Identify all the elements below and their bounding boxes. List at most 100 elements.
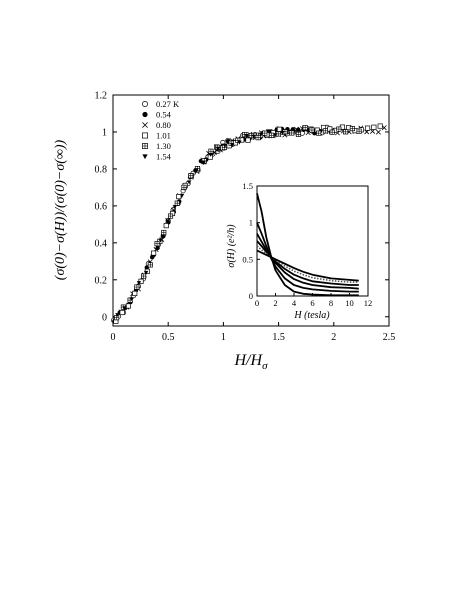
main-x-tick-label: 1.5 [272, 332, 285, 343]
inset-x-tick-label: 4 [292, 298, 297, 308]
marker-open-square [119, 309, 125, 316]
marker-filled-triangle-down [115, 313, 120, 318]
marker-filled-triangle-down [158, 238, 163, 243]
marker-crossed-square [228, 140, 234, 146]
inset-series-line [256, 249, 359, 282]
marker-open-square [377, 123, 383, 129]
marker-filled-triangle-down [273, 133, 278, 138]
marker-crossed-square [142, 143, 148, 149]
main-x-axis-label: H/Hσ [234, 352, 269, 372]
marker-filled-triangle-down [208, 152, 213, 157]
marker-crossed-square [356, 128, 362, 134]
marker-crossed-square [343, 129, 349, 135]
marker-open-square [163, 223, 169, 229]
marker-filled-triangle-down [222, 143, 228, 148]
main-y-tick-label: 0.6 [95, 201, 108, 212]
main-x-ticks: 0 0.5 1 1.5 2 2.5 [111, 95, 396, 343]
marker-open-square [132, 290, 138, 296]
marker-open-square [245, 137, 251, 143]
marker-crossed-square [302, 125, 308, 131]
marker-open-square [365, 125, 371, 131]
main-y-ticks: 0 0.2 0.4 0.6 0.8 1 1.2 [95, 91, 389, 323]
marker-filled-triangle-down [265, 129, 271, 134]
marker-cross [375, 129, 381, 135]
legend-label: 1.30 [156, 141, 171, 151]
inset-plot: 0 2 4 6 8 10 12 0 0.5 1 1.5 σ(H) (e²/h) H (tesla) [226, 181, 372, 321]
main-y-tick-label: 0.2 [95, 275, 108, 286]
marker-crossed-square [295, 131, 302, 137]
main-x-axis-label-subscript: σ [262, 360, 268, 372]
marker-filled-circle [142, 111, 148, 118]
marker-crossed-square [114, 315, 120, 321]
inset-y-tick-label: 1.5 [242, 181, 253, 191]
marker-open-square [176, 194, 182, 200]
main-plot-frame [112, 94, 390, 327]
inset-series-line [256, 245, 359, 283]
main-x-tick-label: 0.5 [162, 332, 175, 343]
marker-crossed-square [141, 273, 147, 279]
marker-filled-triangle-down [165, 219, 170, 224]
inset-y-ticks: 0 0.5 1 1.5 [242, 181, 260, 301]
main-y-tick-label: 0 [102, 312, 107, 323]
legend-label: 0.27 K [156, 99, 180, 109]
main-y-axis-label: (σ(0)−σ(H))/(σ(0)−σ(∞)) [53, 139, 68, 280]
inset-x-tick-label: 2 [273, 298, 277, 308]
marker-filled-triangle-down [179, 193, 185, 198]
main-x-tick-label: 2 [331, 332, 336, 343]
marker-crossed-square [309, 127, 315, 133]
marker-crossed-square [336, 126, 342, 132]
inset-y-tick-label: 0 [249, 291, 253, 301]
inset-x-tick-label: 6 [310, 298, 314, 308]
inset-y-axis-label: σ(H) (e²/h) [226, 224, 237, 268]
marker-crossed-square [208, 148, 214, 154]
marker-filled-triangle-down [237, 140, 242, 145]
main-y-tick-label: 0.4 [95, 238, 108, 249]
marker-crossed-square [349, 126, 355, 132]
marker-filled-triangle-down [230, 143, 235, 148]
inset-series-line [256, 193, 359, 297]
marker-crossed-square [134, 284, 140, 290]
marker-filled-triangle-down [172, 205, 178, 210]
marker-crossed-square [167, 213, 174, 219]
inset-x-tick-label: 8 [329, 298, 333, 308]
main-x-tick-label: 2.5 [383, 332, 396, 343]
marker-crossed-square [262, 130, 268, 136]
marker-cross [142, 122, 148, 128]
marker-filled-triangle-down [151, 254, 156, 259]
marker-open-square [151, 250, 157, 256]
marker-open-circle [142, 101, 148, 107]
marker-filled-triangle-down [244, 133, 249, 138]
main-y-tick-label: 1.2 [95, 91, 108, 102]
marker-crossed-square [255, 135, 261, 141]
marker-open-square [371, 124, 377, 130]
legend-label: 1.54 [156, 152, 172, 162]
marker-filled-triangle-down [129, 297, 134, 302]
marker-filled-triangle-down [215, 146, 221, 151]
marker-filled-triangle-down [143, 270, 149, 275]
marker-crossed-square [181, 184, 187, 190]
main-x-tick-label: 1 [221, 332, 226, 343]
inset-x-tick-label: 10 [345, 298, 354, 308]
main-y-tick-label: 1 [102, 127, 107, 138]
marker-crossed-square [188, 173, 194, 179]
marker-filled-triangle-down [251, 134, 256, 139]
marker-crossed-square [322, 128, 328, 134]
marker-crossed-square [268, 132, 275, 138]
inset-series-line [256, 222, 359, 293]
inset-y-tick-label: 1 [249, 218, 253, 228]
main-plot: 0 0.5 1 1.5 2 2.5 00.20.40.60.811.2 0.27 K0.5… [53, 91, 395, 373]
inset-x-tick-label: 0 [255, 298, 259, 308]
marker-filled-triangle-down [201, 161, 206, 165]
inset-series-line [256, 233, 359, 290]
marker-filled-triangle-down [280, 130, 285, 135]
marker-open-square [125, 303, 132, 309]
marker-crossed-square [316, 130, 322, 136]
inset-x-tick-label: 12 [364, 298, 373, 308]
marker-filled-triangle-down [142, 154, 148, 160]
marker-cross [381, 125, 387, 131]
legend-label: 0.80 [156, 120, 171, 130]
marker-crossed-square [147, 262, 153, 268]
inset-lines [256, 193, 359, 297]
main-markers [111, 123, 387, 324]
